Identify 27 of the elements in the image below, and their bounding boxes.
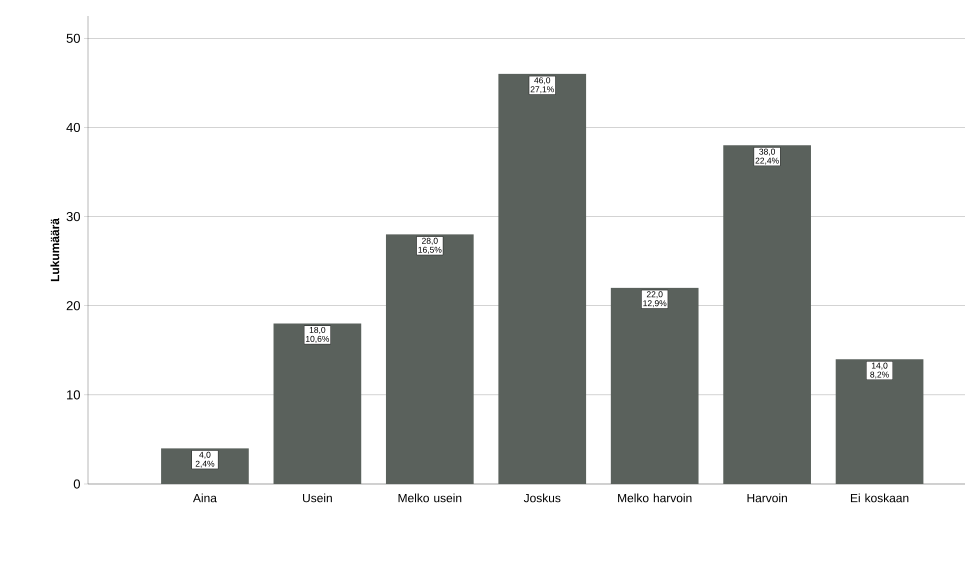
y-tick-label: 30 <box>66 212 80 222</box>
y-tick-label: 0 <box>74 479 80 489</box>
bar <box>274 324 362 484</box>
data-label: 4,0 2,4% <box>196 452 214 468</box>
x-tick-label: Ei koskaan <box>850 494 908 502</box>
bar <box>723 145 811 484</box>
data-label: 22,0 12,9% <box>643 291 666 308</box>
bar <box>498 74 586 484</box>
data-label: 38,0 22,4% <box>756 148 779 165</box>
bar <box>386 234 474 484</box>
x-tick-label: Usein <box>303 494 332 502</box>
data-label: 14,0 8,2% <box>870 362 889 379</box>
bar <box>836 359 924 484</box>
x-tick-label: Harvoin <box>748 494 787 502</box>
y-tick-label: 50 <box>66 34 80 43</box>
bar <box>610 288 699 484</box>
x-tick-label: Melko harvoin <box>618 494 692 502</box>
x-tick-label: Joskus <box>524 494 560 502</box>
x-tick-label: Melko usein <box>398 494 462 502</box>
y-tick-label: 20 <box>66 301 80 310</box>
data-label: 28,0 16,5% <box>418 238 442 254</box>
y-tick-label: 40 <box>66 122 80 132</box>
x-tick-label: Aina <box>192 494 217 502</box>
y-axis-title: Lukumäärä <box>50 218 60 282</box>
data-label: 18,0 10,6% <box>306 326 330 343</box>
y-tick-label: 10 <box>67 390 80 400</box>
data-label: 46,0 27,1% <box>530 77 554 94</box>
